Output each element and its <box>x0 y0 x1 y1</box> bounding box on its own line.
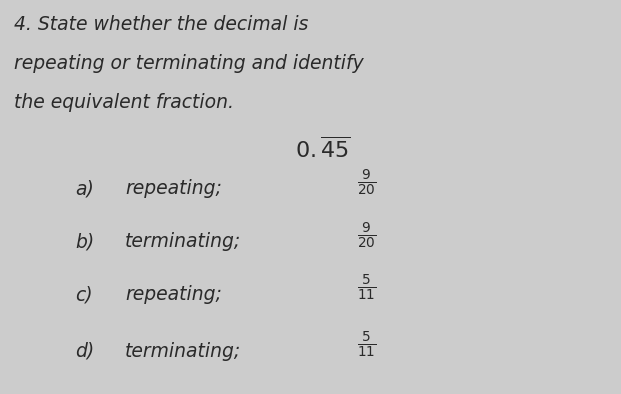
Text: 4. State whether the decimal is: 4. State whether the decimal is <box>14 15 308 34</box>
Text: d): d) <box>76 342 95 361</box>
Text: the equivalent fraction.: the equivalent fraction. <box>14 93 233 112</box>
Text: a): a) <box>76 179 94 199</box>
Text: b): b) <box>76 232 95 251</box>
Text: repeating;: repeating; <box>125 285 222 304</box>
Text: $\frac{5}{11}$: $\frac{5}{11}$ <box>357 330 376 360</box>
Text: terminating;: terminating; <box>125 232 242 251</box>
Text: $\frac{5}{11}$: $\frac{5}{11}$ <box>357 273 376 303</box>
Text: $\frac{9}{20}$: $\frac{9}{20}$ <box>357 221 376 251</box>
Text: terminating;: terminating; <box>125 342 242 361</box>
Text: c): c) <box>76 285 93 304</box>
Text: $\frac{9}{20}$: $\frac{9}{20}$ <box>357 168 376 198</box>
Text: repeating or terminating and identify: repeating or terminating and identify <box>14 54 363 73</box>
Text: $0.\overline{45}$: $0.\overline{45}$ <box>295 136 351 162</box>
Text: repeating;: repeating; <box>125 179 222 199</box>
